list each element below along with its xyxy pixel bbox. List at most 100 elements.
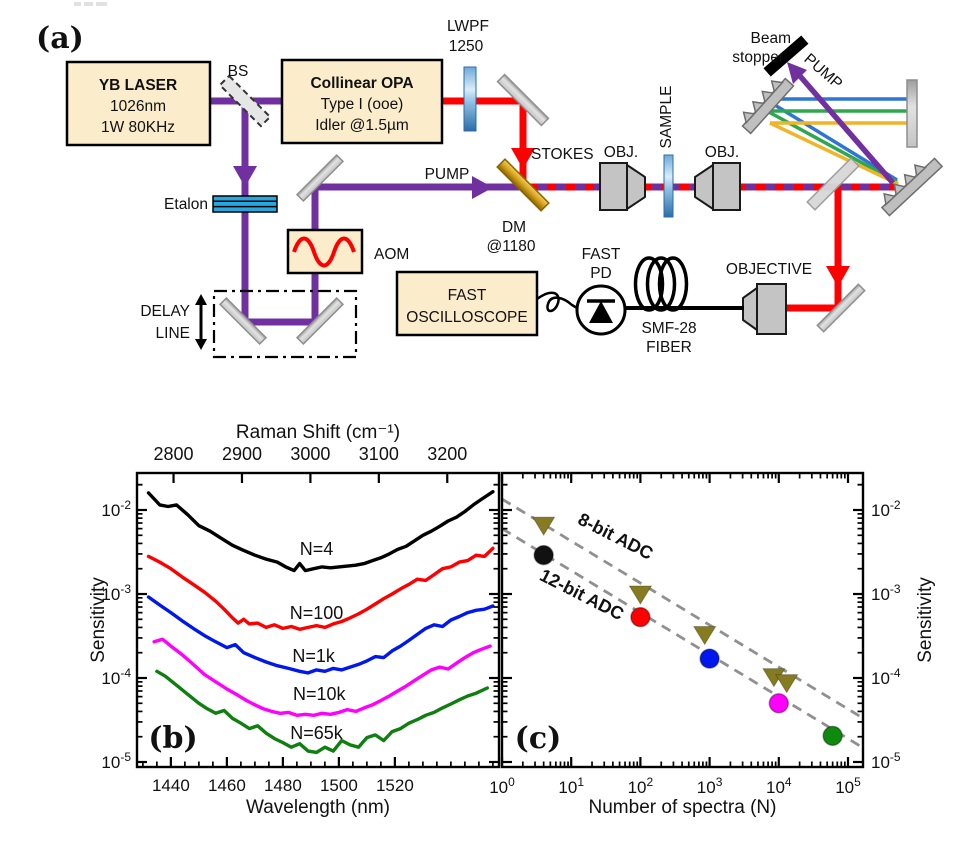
objective-label: OBJECTIVE [726,261,812,278]
grating-tooth [893,183,907,197]
opa-type: Type I (ooe) [321,96,404,113]
objective-cone [626,163,646,211]
obj-right-label: OBJ. [705,144,739,161]
mirror [496,73,550,127]
arrow-up [195,294,207,305]
dm-label-1: DM [502,219,526,236]
fit-line-12-bit ADC [501,527,864,749]
delay-line: DELAY LINE [140,289,358,359]
marker-12-bit ADC [768,693,790,714]
x-tick-label: 102 [628,775,654,797]
opa-box: Collinear OPA Type I (ooe) Idler @1.5µm [280,58,444,145]
osc-label-2: OSCILLOSCOPE [406,309,527,326]
y-tick-label: 10-3 [101,582,131,604]
marker-8-bit ADC [692,625,717,646]
wavelength-axis-title: Wavelength (nm) [246,797,390,818]
x-tick-label: 104 [766,775,792,797]
curve-label-N=4: N=4 [300,539,334,559]
grating-upper [741,77,795,135]
raman-tick-label: 3100 [359,444,399,464]
y-tick-label-right: 10-2 [871,498,901,520]
objective-cone [742,286,758,332]
x-tick-label: 1480 [264,776,302,795]
mirror [295,153,345,203]
box [395,270,539,337]
yb-laser-box: YB LASER 1026nm 1W 80KHz [65,60,212,147]
raman-tick-label: 2800 [154,444,194,464]
mirror [816,283,866,333]
pulse-shaper-assembly: PUMP Beam stopper [732,30,944,217]
raman-tick-label: 3000 [290,444,330,464]
splitter-element [806,157,860,211]
focusing-objective-left: OBJ. [599,144,646,211]
artifact-mark [84,2,93,6]
objective-body [712,162,741,211]
charts-root: 10-2 10-3 10-4 10-5 1440 1460 1480 1500 1520 2800… [88,422,936,818]
arrow-down [195,339,207,350]
grating-tooth [742,111,756,125]
grating-tooth [770,80,784,94]
marker-12-bit ADC [699,648,720,669]
grating-lower [880,157,944,217]
sensitivity-axis-title-left: Sensitivity [88,577,109,663]
delay-line-box [212,289,358,359]
x-tick-label: 103 [697,775,723,797]
smf28-fiber: SMF-28 FIBER [623,256,744,356]
fit-line-8-bit ADC [501,497,864,720]
opa-title: Collinear OPA [310,75,413,92]
raman-tick-label: 2900 [222,444,262,464]
curve-N=10k [152,637,492,717]
beam-stopper [763,35,809,77]
y-tick-label: 10-2 [101,498,131,520]
objective-body [756,283,787,335]
pd-diode-triangle [589,301,613,323]
fiber-objective: OBJECTIVE [726,261,812,335]
fast-photodiode: FAST PD [575,246,627,336]
delay-label-2: LINE [156,325,190,342]
pump-fold-mirror [295,153,345,203]
grating-tooth [913,164,927,178]
rf-wave-icon [292,236,356,268]
box [65,60,212,147]
fiber-coil-loop [645,256,677,312]
lwpf-label-2: 1250 [449,38,484,55]
osc-label-1: FAST [448,287,487,304]
y-tick-label: 10-5 [101,750,131,772]
grating-tooth [883,192,897,206]
fiber-coil-loop [657,256,689,312]
marker-12-bit ADC [533,544,554,566]
x-tick-label: 100 [489,775,515,797]
curve-N=65k [155,669,489,755]
dichroic-mirror: DM @1180 [486,158,550,255]
raman-axis-title: Raman Shift (cm⁻¹) [236,422,400,443]
lwpf-label-1: LWPF [447,18,489,35]
curve-label-N=10k: N=10k [293,684,347,704]
opa-idler: Idler @1.5µm [315,117,409,134]
stokes-mirror [496,73,550,127]
grating-tooth [903,173,917,187]
bs-element [218,74,272,128]
box [280,58,444,145]
sample-label: SAMPLE [658,86,675,149]
y-tick-label: 10-4 [101,666,131,688]
aom-label: AOM [374,246,409,263]
lwpf-element [463,66,477,132]
delay-mirror-right [295,296,345,346]
objective-cone [694,163,714,211]
panel-c-label: (c) [515,721,562,756]
optical-setup-diagram: (a) [36,2,944,359]
artifact-mark [96,2,107,6]
pd-label-2: PD [590,265,612,282]
fiber-coil-loop [633,256,665,312]
fit-label-8-bit ADC: 8-bit ADC [575,509,657,564]
marker-8-bit ADC [531,516,556,537]
pd-label-1: FAST [582,246,621,263]
focusing-objective-right: OBJ. [694,144,741,211]
x-tick-label: 1440 [152,776,190,795]
x-tick-label: 1500 [320,776,358,795]
raman-tick-label: 3200 [427,444,467,464]
curve-N=4 [146,490,495,573]
